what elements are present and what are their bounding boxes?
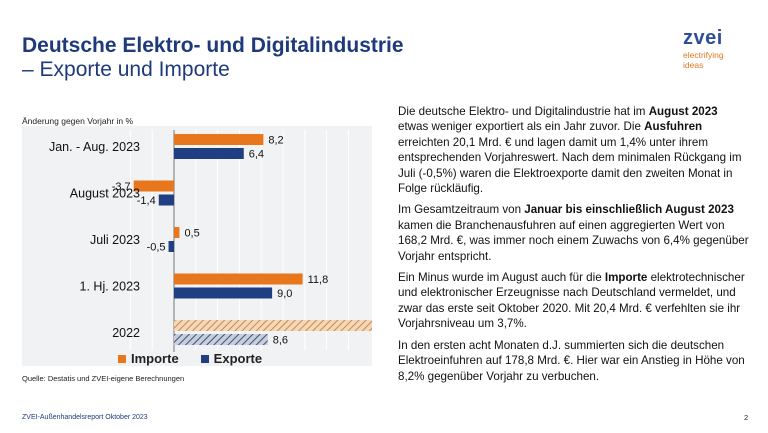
legend-label-exporte: Exporte bbox=[213, 351, 263, 366]
category-label: Juli 2023 bbox=[90, 233, 140, 247]
page-number: 2 bbox=[744, 413, 749, 422]
footer-report-name: ZVEI-Außenhandelsreport Oktober 2023 bbox=[22, 414, 148, 421]
p1-text-a: Die deutsche Elektro- und Digitalindustr… bbox=[398, 105, 649, 118]
p1-text-e: erreichten 20,1 Mrd. € und lagen damit u… bbox=[398, 135, 742, 196]
logo-wordmark: zvei bbox=[683, 27, 723, 49]
legend-item-exporte: Exporte bbox=[200, 351, 263, 366]
bar-exporte bbox=[174, 334, 268, 345]
body-text: Die deutsche Elektro- und Digitalindustr… bbox=[398, 104, 750, 390]
slide-subtitle: – Exporte und Importe bbox=[22, 58, 230, 81]
bar-chart-svg: Jan. - Aug. 2023 8,2 6,4 August 2023-3,7 -1,… bbox=[49, 130, 372, 352]
p3-text-a: Ein Minus wurde im August auch für die bbox=[398, 271, 605, 285]
legend-item-importe: Importe bbox=[118, 351, 179, 366]
bar-importe bbox=[174, 134, 264, 145]
p3-text-c: elektrotechnischer und elektronischer Er… bbox=[398, 271, 745, 331]
bar-exporte bbox=[168, 241, 174, 252]
bar-chart: Jan. - Aug. 2023 8,2 6,4 August 2023 -3,7 -1,… bbox=[22, 126, 372, 366]
p1-bold-d: Ausfuhren bbox=[644, 120, 703, 134]
slide-title: Deutsche Elektro- und Digitalindustrie bbox=[22, 34, 404, 57]
data-label-importe: 8,2 bbox=[268, 135, 283, 147]
p1-bold-b: August 2023 bbox=[648, 105, 718, 118]
bar-exporte bbox=[174, 287, 273, 299]
bar-exporte bbox=[158, 194, 174, 206]
bar-exporte bbox=[174, 148, 244, 159]
category-label: 1. Hj. 2023 bbox=[80, 280, 141, 294]
data-label-exporte: 8,6 bbox=[273, 335, 288, 347]
paragraph-2: Im Gesamtzeitraum von Januar bis einschl… bbox=[398, 202, 750, 264]
chart-caption: Änderung gegen Vorjahr in % bbox=[22, 116, 134, 126]
data-label-exporte: 9,0 bbox=[277, 288, 292, 300]
chart-source: Quelle: Destatis und ZVEI-eigene Berechn… bbox=[22, 374, 185, 383]
zvei-logo: zvei electrifying ideas bbox=[683, 28, 753, 70]
data-label-exporte: 6,4 bbox=[249, 149, 264, 161]
category-label: Jan. - Aug. 2023 bbox=[49, 140, 140, 154]
bar-importe bbox=[133, 180, 174, 192]
p2-bold-b: Januar bis einschließlich August 2023 bbox=[524, 203, 734, 217]
paragraph-1: Die deutsche Elektro- und Digitalindustr… bbox=[398, 104, 750, 196]
logo-tagline-1: electrifying bbox=[683, 50, 724, 60]
category-label: 2022 bbox=[112, 326, 140, 340]
p2-text-a: Im Gesamtzeitraum von bbox=[398, 203, 525, 217]
category-label: August 2023 bbox=[70, 187, 140, 201]
chart-legend: Importe Exporte bbox=[118, 351, 262, 366]
legend-label-importe: Importe bbox=[131, 351, 179, 366]
p1-text-c: etwas weniger exportiert als ein Jahr zu… bbox=[398, 120, 645, 134]
bar-importe bbox=[174, 227, 180, 238]
data-label-exporte: -1,4 bbox=[137, 195, 156, 207]
bar-importe bbox=[174, 320, 372, 331]
paragraph-3: Ein Minus wurde im August auch für die I… bbox=[398, 270, 750, 332]
data-label-importe: -3,7 bbox=[112, 181, 131, 193]
logo-tagline-2: ideas bbox=[683, 60, 704, 70]
slide-title-block: Deutsche Elektro- und Digitalindustrie –… bbox=[22, 34, 582, 82]
p2-text-c: kamen die Branchenausfuhren auf einen ag… bbox=[398, 218, 749, 263]
legend-swatch-exporte bbox=[200, 354, 209, 363]
paragraph-4: In den ersten acht Monaten d.J. summiert… bbox=[398, 338, 745, 383]
p3-bold-b: Importe bbox=[604, 271, 648, 285]
legend-swatch-importe bbox=[118, 354, 126, 363]
bar-importe bbox=[174, 273, 303, 285]
data-label-exporte: -0,5 bbox=[147, 242, 166, 254]
data-label-importe: 11,8 bbox=[308, 274, 329, 286]
data-label-importe: 0,5 bbox=[184, 228, 199, 240]
